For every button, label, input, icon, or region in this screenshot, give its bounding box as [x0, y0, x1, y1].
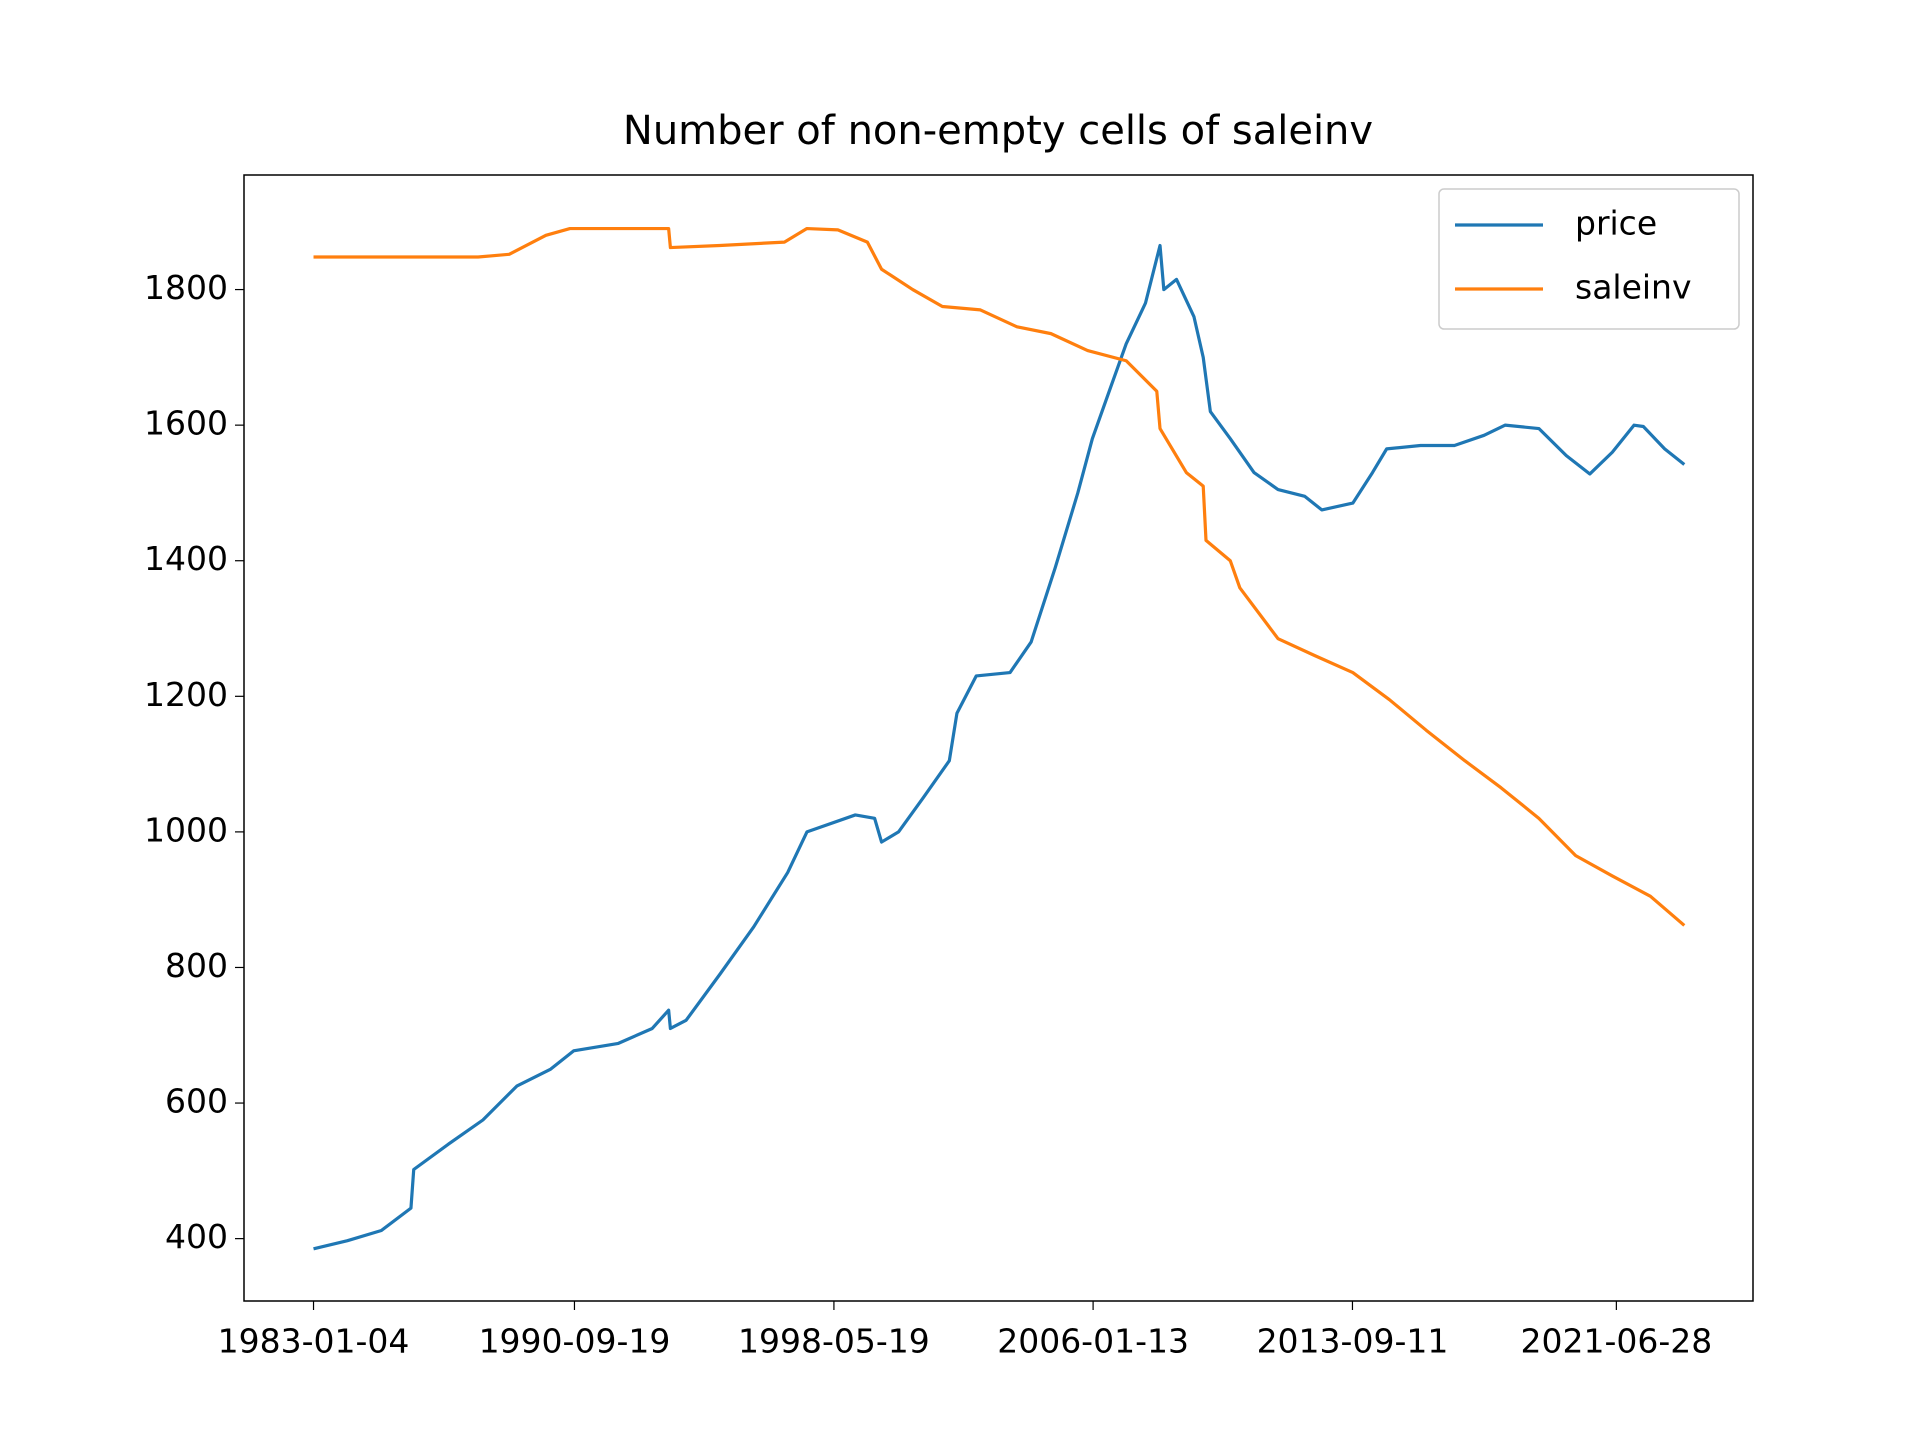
line-series — [313, 243, 1686, 1251]
chart-title: Number of non-empty cells of saleinv — [623, 108, 1373, 154]
line-series — [313, 226, 1686, 927]
x-tick-label: 1998-05-19 — [738, 1322, 930, 1361]
y-tick-label: 800 — [165, 946, 228, 985]
x-tick-label: 2006-01-13 — [997, 1322, 1189, 1361]
x-tick-label: 1983-01-04 — [218, 1322, 410, 1361]
legend-label: price — [1575, 204, 1657, 243]
y-tick-label: 1800 — [144, 268, 228, 307]
y-tick-label: 1000 — [144, 810, 228, 849]
x-tick-label: 2021-06-28 — [1520, 1322, 1712, 1361]
y-tick-label: 1600 — [144, 404, 228, 443]
legend-label: saleinv — [1575, 268, 1692, 307]
y-tick-label: 400 — [165, 1217, 228, 1256]
y-tick-label: 1200 — [144, 675, 228, 714]
y-tick-label: 600 — [165, 1082, 228, 1121]
legend: price saleinv — [1438, 188, 1740, 330]
x-tick-label: 2013-09-11 — [1257, 1322, 1449, 1361]
plot-frame — [243, 174, 1754, 1302]
x-tick-label: 1990-09-19 — [479, 1322, 671, 1361]
y-tick-label: 1400 — [144, 539, 228, 578]
